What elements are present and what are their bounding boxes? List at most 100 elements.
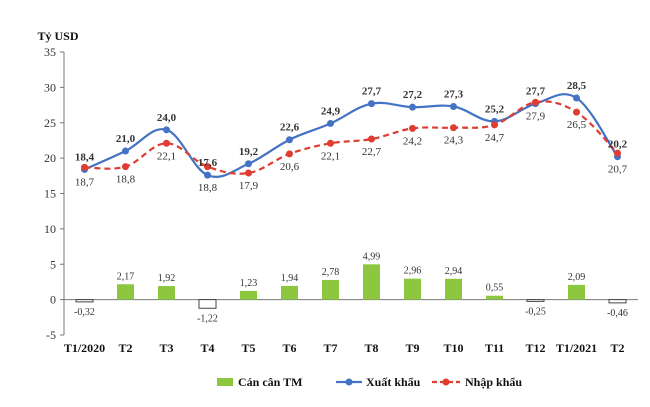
import-point [286, 150, 293, 158]
export-data-label: 17,6 [198, 157, 218, 169]
x-tick-label: T3 [159, 341, 173, 355]
import-point [409, 124, 416, 132]
balance-data-label: 0,55 [486, 283, 504, 294]
legend-label-balance: Cán cân TM [238, 375, 302, 389]
export-point [122, 147, 129, 155]
x-tick-label: T1/2020 [64, 341, 105, 355]
x-tick-label: T5 [241, 341, 255, 355]
balance-data-label: -0,46 [607, 308, 628, 319]
y-tick-label: 0 [50, 293, 56, 307]
x-tick-label: T11 [485, 341, 504, 355]
import-data-label: 18,7 [75, 176, 95, 188]
legend: Cán cân TM Xuất khẩu Nhập khẩu [217, 375, 522, 389]
x-tick-label: T2 [610, 341, 624, 355]
balance-bar [568, 284, 585, 300]
import-point [491, 121, 498, 129]
balance-data-label: 4,99 [363, 251, 381, 262]
balance-bar [158, 286, 175, 300]
y-tick-label: 10 [44, 222, 56, 236]
balance-data-label: -0,32 [74, 307, 95, 318]
import-point [614, 149, 621, 157]
export-point [204, 171, 211, 179]
export-data-label: 21,0 [116, 133, 136, 145]
balance-data-label: 2,96 [404, 266, 422, 277]
balance-bars [75, 264, 627, 309]
y-tick-label: 15 [44, 187, 56, 201]
x-tick-label: T6 [282, 341, 296, 355]
import-data-label: 24,7 [485, 132, 505, 144]
balance-bar [240, 290, 257, 300]
import-data-label: 22,1 [321, 150, 340, 162]
x-tick-label: T2 [118, 341, 132, 355]
balance-bar [526, 299, 545, 302]
balance-data-label: 2,17 [117, 271, 135, 282]
balance-bar [363, 264, 380, 300]
balance-bar [486, 295, 503, 300]
import-point [81, 163, 88, 171]
balance-data-label: -1,22 [197, 313, 218, 324]
import-point [450, 124, 457, 132]
import-data-label: 27,9 [526, 111, 546, 123]
import-line-path [84, 100, 619, 175]
x-tick-label: T10 [443, 341, 463, 355]
export-data-label: 25,2 [485, 103, 505, 115]
import-point [532, 98, 539, 106]
import-point [122, 163, 129, 171]
export-data-label: 24,0 [157, 112, 177, 124]
x-tick-label: T4 [200, 341, 214, 355]
x-tick-label: T7 [323, 341, 337, 355]
y-tick-label: 25 [44, 116, 56, 130]
y-tick-label: 20 [44, 151, 56, 165]
balance-bar [281, 285, 298, 300]
export-point [450, 102, 457, 110]
legend-marker-import [442, 378, 450, 386]
export-point [327, 119, 334, 127]
export-point [368, 100, 375, 108]
import-data-label: 26,5 [567, 119, 587, 131]
x-tick-label: T9 [405, 341, 419, 355]
balance-bar [75, 299, 94, 303]
y-unit-label: Tỷ USD [37, 29, 78, 43]
export-data-label: 18,4 [75, 151, 95, 163]
legend-swatch-balance [217, 378, 233, 386]
balance-data-label: 1,92 [158, 273, 176, 284]
y-axis: -5 0 5 10 15 20 25 30 35 [44, 45, 65, 342]
balance-bar [608, 299, 627, 304]
import-data-label: 24,2 [403, 135, 422, 147]
y-tick-label: 30 [44, 80, 56, 94]
export-data-label: 28,5 [567, 80, 587, 92]
balance-data-label: 2,09 [568, 272, 586, 283]
balance-bar [404, 278, 421, 300]
export-point [409, 103, 416, 111]
balance-data-label: -0,25 [525, 306, 546, 317]
import-data-label: 18,8 [116, 174, 136, 186]
export-data-label: 27,2 [403, 89, 423, 101]
export-point [286, 136, 293, 144]
x-tick-label: T8 [364, 341, 378, 355]
import-point [163, 139, 170, 147]
export-point [245, 160, 252, 168]
import-line [81, 98, 621, 177]
export-point [573, 94, 580, 102]
export-point [163, 126, 170, 134]
balance-bar [117, 284, 134, 300]
import-data-label: 17,9 [239, 180, 259, 192]
data-labels: 18,4 21,0 24,0 17,6 19,2 22,6 24,9 27,7 27,2 27,3… [74, 80, 628, 324]
import-point [573, 108, 580, 116]
export-data-label: 20,2 [608, 139, 628, 151]
x-tick-label: T1/2021 [556, 341, 597, 355]
legend-marker-export [345, 378, 353, 386]
y-tick-label: 35 [44, 45, 56, 59]
export-line [81, 93, 621, 179]
export-line-path [84, 93, 619, 178]
balance-data-label: 2,78 [322, 267, 340, 278]
balance-bar [198, 299, 217, 309]
import-data-label: 22,7 [362, 146, 382, 158]
export-data-label: 27,7 [362, 86, 382, 98]
y-tick-label: -5 [46, 328, 56, 342]
import-point [368, 135, 375, 143]
import-data-label: 24,3 [444, 135, 464, 147]
export-data-label: 24,9 [321, 105, 341, 117]
y-tick-label: 5 [50, 257, 56, 271]
